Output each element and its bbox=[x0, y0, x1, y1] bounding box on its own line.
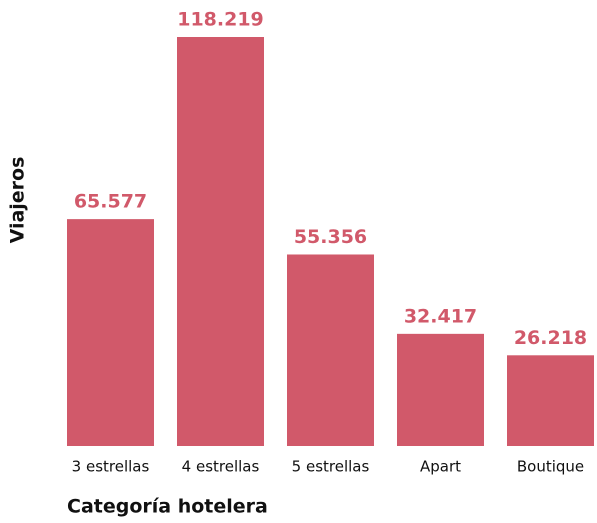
x-tick-label: 3 estrellas bbox=[72, 458, 150, 476]
value-label: 55.356 bbox=[294, 226, 367, 248]
x-tick-label: 4 estrellas bbox=[182, 458, 260, 476]
bar bbox=[287, 254, 374, 446]
y-axis-title: Viajeros bbox=[7, 157, 29, 244]
bar bbox=[177, 37, 264, 446]
value-label: 26.218 bbox=[514, 327, 587, 349]
bar bbox=[397, 333, 484, 446]
value-label: 118.219 bbox=[177, 9, 264, 31]
value-label: 32.417 bbox=[404, 305, 477, 327]
x-tick-label: Apart bbox=[420, 458, 461, 476]
bar bbox=[67, 219, 154, 446]
x-axis-title: Categoría hotelera bbox=[67, 496, 268, 518]
x-tick-label: 5 estrellas bbox=[292, 458, 370, 476]
bar bbox=[507, 355, 594, 446]
value-label: 65.577 bbox=[74, 191, 147, 213]
x-tick-label: Boutique bbox=[517, 458, 584, 476]
